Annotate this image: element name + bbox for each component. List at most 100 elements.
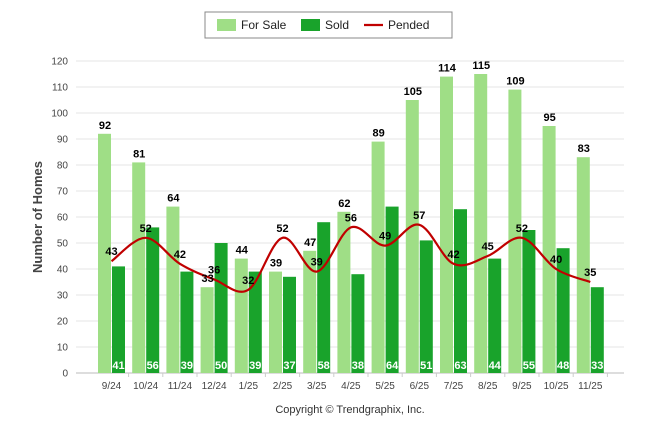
y-tick-label: 10 — [57, 343, 69, 354]
bar-sold — [556, 248, 570, 373]
y-tick-label: 100 — [51, 109, 68, 120]
pended-value-label: 32 — [242, 275, 254, 287]
legend-label-for-sale: For Sale — [241, 18, 287, 32]
x-tick-label: 1/25 — [239, 381, 259, 392]
bar-sold — [419, 240, 433, 373]
legend-label-pended: Pended — [388, 18, 429, 32]
x-tick-label: 10/24 — [133, 381, 158, 392]
sold-value-label: 44 — [489, 360, 502, 372]
sold-value-label: 39 — [181, 360, 193, 372]
x-tick-label: 2/25 — [273, 381, 293, 392]
bar-for-sale — [303, 250, 317, 373]
x-tick-label: 8/25 — [478, 381, 498, 392]
y-axis-label: Number of Homes — [30, 161, 45, 273]
bar-sold — [248, 271, 262, 373]
legend-swatch-sold — [301, 19, 320, 31]
bar-sold — [590, 287, 604, 373]
pended-value-label: 43 — [105, 246, 117, 258]
bar-sold — [112, 266, 125, 373]
bar-for-sale — [132, 162, 146, 373]
bar-sold — [454, 209, 467, 373]
for-sale-value-label: 62 — [338, 198, 350, 210]
bars — [98, 74, 604, 373]
legend-swatch-for-sale — [217, 19, 236, 31]
y-tick-label: 30 — [57, 291, 69, 302]
x-tick-label: 6/25 — [410, 381, 430, 392]
y-tick-label: 120 — [51, 57, 68, 68]
pended-value-label: 49 — [379, 231, 391, 243]
x-tick-label: 7/25 — [444, 381, 464, 392]
bar-for-sale — [576, 157, 590, 373]
sold-value-label: 48 — [557, 360, 569, 372]
sold-value-label: 64 — [386, 360, 399, 372]
x-tick-label: 5/25 — [375, 381, 395, 392]
for-sale-value-label: 89 — [372, 128, 384, 140]
bar-for-sale — [405, 100, 419, 373]
for-sale-value-label: 115 — [472, 60, 490, 72]
pended-value-label: 42 — [447, 249, 459, 261]
bar-for-sale — [234, 258, 248, 373]
y-tick-label: 60 — [57, 213, 69, 224]
x-tick-label: 11/25 — [578, 381, 603, 392]
for-sale-value-label: 33 — [201, 273, 213, 285]
bar-for-sale — [542, 126, 556, 373]
for-sale-value-label: 47 — [304, 237, 316, 249]
bar-sold — [146, 227, 160, 373]
x-tick-label: 11/24 — [168, 381, 193, 392]
pended-value-label: 39 — [311, 257, 323, 269]
pended-value-label: 42 — [174, 249, 186, 261]
for-sale-value-label: 109 — [506, 76, 524, 88]
y-tick-label: 50 — [57, 239, 69, 250]
sold-value-label: 38 — [352, 360, 364, 372]
bar-for-sale — [269, 271, 282, 373]
for-sale-value-label: 83 — [578, 143, 590, 155]
legend-label-sold: Sold — [325, 18, 349, 32]
bar-sold — [522, 230, 536, 373]
bar-for-sale — [371, 141, 385, 373]
bar-for-sale — [337, 211, 351, 373]
bar-sold — [351, 274, 365, 373]
pended-value-label: 36 — [208, 264, 220, 276]
for-sale-value-label: 95 — [543, 112, 555, 124]
y-axis-ticks: 0 10 20 30 40 50 60 70 80 90 100 110 120 — [51, 57, 68, 380]
legend: For Sale Sold Pended — [204, 11, 453, 39]
bar-sold — [488, 258, 502, 373]
y-tick-label: 80 — [57, 161, 69, 172]
pended-value-label: 56 — [345, 212, 357, 224]
pended-value-label: 52 — [276, 223, 288, 235]
bar-for-sale — [440, 76, 453, 373]
y-tick-label: 0 — [62, 369, 68, 380]
y-tick-label: 20 — [57, 317, 69, 328]
x-tick-label: 10/25 — [544, 381, 569, 392]
y-tick-label: 40 — [57, 265, 69, 276]
for-sale-value-label: 105 — [404, 86, 422, 98]
for-sale-value-label: 92 — [99, 120, 111, 132]
y-tick-label: 90 — [57, 135, 69, 146]
for-sale-value-label: 64 — [167, 193, 180, 205]
y-tick-label: 70 — [57, 187, 69, 198]
pended-value-label: 35 — [584, 267, 596, 279]
bar-for-sale — [166, 206, 180, 373]
bar-sold — [214, 243, 228, 373]
sold-value-label: 55 — [523, 360, 535, 372]
sold-value-label: 39 — [249, 360, 261, 372]
sold-value-label: 56 — [147, 360, 159, 372]
pended-line — [110, 223, 591, 293]
sold-value-label: 33 — [591, 360, 603, 372]
sold-value-label: 58 — [318, 360, 330, 372]
bar-sold — [283, 276, 296, 373]
for-sale-value-label: 81 — [133, 148, 145, 160]
bar-for-sale — [508, 89, 522, 373]
x-tick-label: 9/24 — [102, 381, 122, 392]
x-tick-label: 4/25 — [341, 381, 361, 392]
data-labels: 92 41 81 56 64 39 33 50 44 39 39 37 47 58 62 38 89 64 105 5… — [99, 60, 604, 372]
bar-for-sale — [98, 133, 111, 373]
for-sale-value-label: 114 — [438, 63, 457, 75]
y-tick-label: 110 — [52, 83, 68, 94]
sold-value-label: 63 — [454, 360, 466, 372]
pended-value-label: 40 — [550, 254, 562, 266]
pended-line-path — [110, 223, 591, 293]
pended-value-label: 52 — [140, 223, 152, 235]
pended-value-label: 52 — [516, 223, 528, 235]
